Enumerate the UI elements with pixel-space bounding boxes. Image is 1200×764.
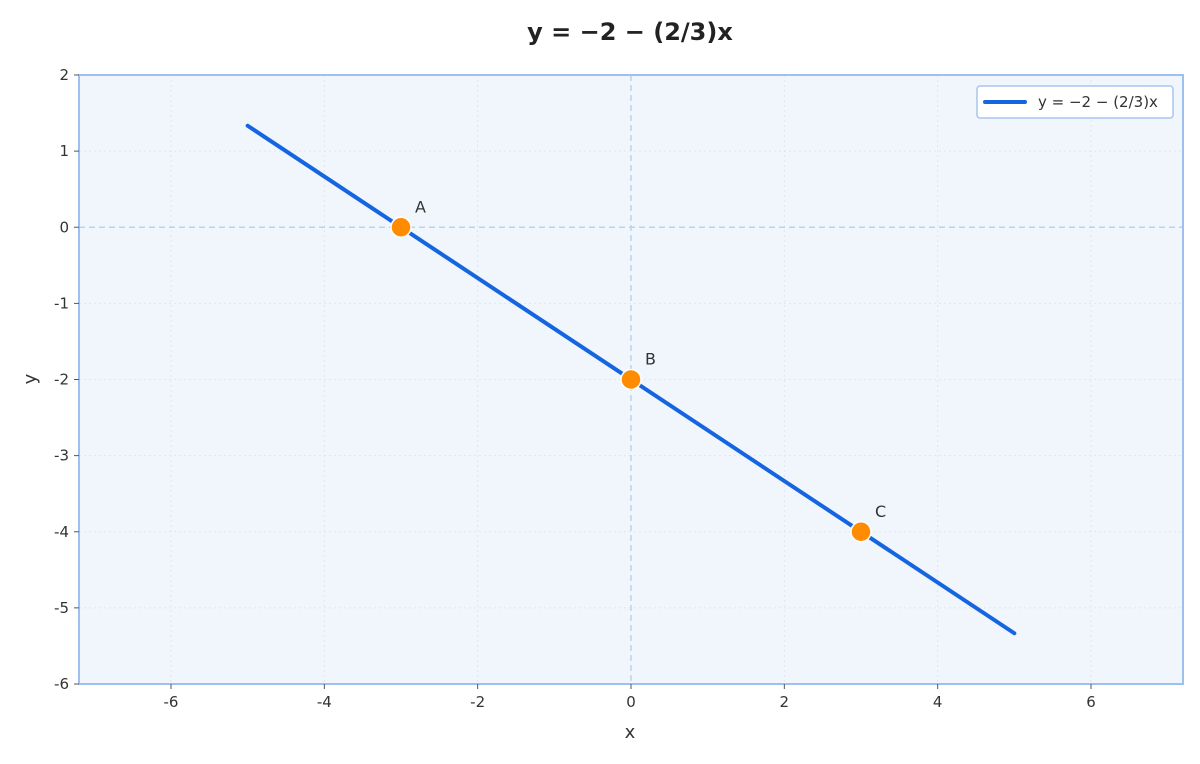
point-a-marker (390, 216, 412, 238)
points-layer: A B C (390, 197, 886, 543)
point-b-marker (620, 368, 642, 391)
y-tick-label-8: -6 (54, 675, 69, 693)
x-axis-label: x (625, 722, 636, 743)
y-tick-label-3: -1 (54, 294, 69, 312)
y-axis-ticks: 2 1 0 -1 -2 -3 -4 -5 -6 (54, 66, 79, 693)
chart-title: y = −2 − (2/3)x (527, 18, 733, 46)
point-b-label: B (645, 350, 656, 369)
x-tick-label-6: 6 (1086, 693, 1096, 711)
y-tick-label-6: -4 (54, 523, 69, 541)
x-tick-label-3: 0 (626, 693, 636, 711)
y-tick-label-2: 0 (59, 218, 69, 236)
x-tick-label-0: -6 (164, 693, 179, 711)
x-tick-label-5: 4 (933, 693, 943, 711)
y-axis-label: y (20, 373, 41, 384)
y-tick-label-0: 2 (59, 66, 69, 84)
x-tick-label-4: 2 (780, 693, 790, 711)
y-tick-label-5: -3 (54, 447, 69, 465)
x-tick-label-1: -4 (317, 693, 332, 711)
legend: y = −2 − (2/3)x (976, 85, 1174, 119)
legend-box (976, 85, 1174, 119)
point-c-marker (850, 521, 872, 543)
legend-label: y = −2 − (2/3)x (1038, 93, 1158, 111)
y-tick-label-4: -2 (54, 371, 69, 389)
point-a-label: A (415, 197, 426, 216)
x-axis-ticks: -6 -4 -2 0 2 4 6 (164, 684, 1096, 711)
point-c-label: C (875, 502, 886, 521)
y-tick-label-1: 1 (59, 142, 69, 160)
x-tick-label-2: -2 (470, 693, 485, 711)
y-tick-label-7: -5 (54, 599, 69, 617)
